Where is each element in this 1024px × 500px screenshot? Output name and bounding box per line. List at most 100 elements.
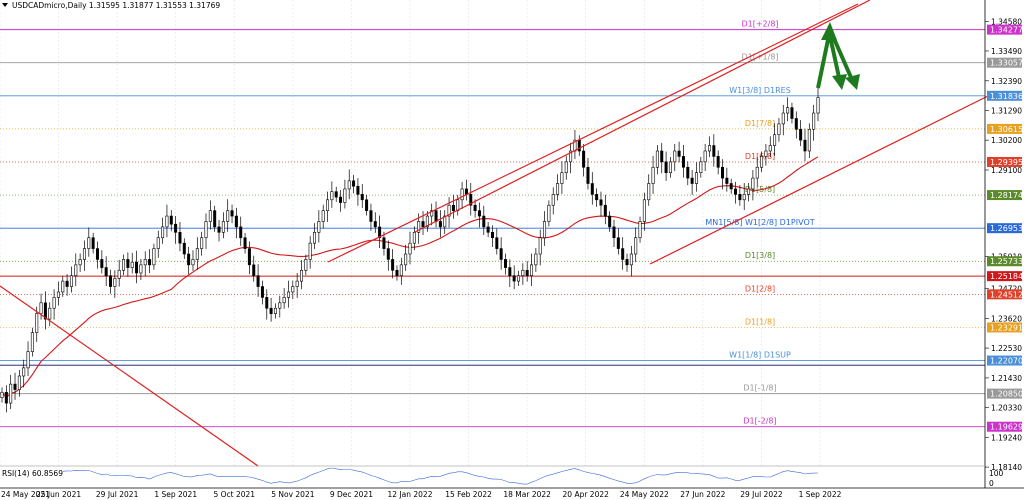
level-tag-text: 1.34277 [990,26,1023,35]
x-tick-label: 15 Feb 2022 [445,490,492,499]
candle-body [0,391,4,398]
x-tick-label: 5 Nov 2021 [271,490,314,499]
candle-body [247,248,251,266]
candle-body [369,210,373,222]
candle-body [260,286,264,298]
candle-body [139,264,143,274]
x-tick-label: 1 Sep 2021 [154,490,197,499]
candle-body [239,226,243,239]
x-tick-label: 12 Jan 2022 [388,490,433,499]
level-tag-bg [987,256,1022,267]
level-tag-bg [987,190,1022,201]
candle-body [109,275,113,287]
level-tag-bg [987,322,1022,333]
candle-body [812,112,816,130]
candle-body [569,150,573,163]
candle-body [252,264,256,276]
rsi-panel: RSI(14) 60.8569 100 0 [0,465,1004,488]
candle-body [547,204,551,222]
projection-down-arrowhead-1 [832,74,847,90]
candle-body [13,383,17,390]
candle-body [499,248,503,260]
y-tick-label: 1.33490 [991,47,1022,56]
candle-body [35,313,39,333]
candle-body [213,210,217,228]
candle-body [113,278,117,287]
candle-body [169,215,173,225]
candle-body [191,259,195,266]
candle-body [304,259,308,271]
candle-body [378,226,382,239]
candle-body [43,302,47,320]
candle-body [161,226,165,239]
x-tick-label: 5 Oct 2021 [213,490,255,499]
candle-body [282,297,286,304]
candle-body [130,261,134,268]
candle-body [30,332,34,352]
candle-body [694,172,698,184]
candle-body [638,221,642,239]
chart-header: USDCADmicro,Daily 1.31595 1.31877 1.3155… [2,1,220,10]
x-tick-label: 1 Sep 2022 [799,490,842,499]
candle-body [577,139,581,152]
level-tag-bg [987,271,1022,282]
level-tag-bg [987,57,1022,68]
level-label: W1[1/8] D1SUP [729,351,791,360]
candle-body [87,237,91,249]
candle-body [460,188,464,201]
candle-body [269,307,273,314]
candle-body [786,107,790,114]
x-tick-label: 29 Jul 2022 [740,490,783,499]
candle-body [530,264,534,276]
projection-down-arrow-1 [828,35,842,83]
level-tag-bg [987,156,1022,167]
x-tick-label: 25 Jun 2021 [36,490,81,499]
candle-body [100,259,104,268]
candle-body [399,264,403,276]
candle-body [451,204,455,211]
candle-body [61,280,65,293]
candle-body [395,269,399,276]
candle-body [790,107,794,119]
candle-body [490,232,494,239]
y-tick-label: 1.21430 [991,374,1022,383]
level-tag-text: 1.25733 [990,257,1023,266]
candle-body [703,150,707,163]
candle-body [69,275,73,287]
candle-body [456,199,460,211]
candle-body [286,291,290,298]
candle-body [421,221,425,228]
candle-body [803,139,807,152]
y-tick-label: 1.29100 [991,166,1022,175]
candle-body [143,259,147,266]
level-tag-text: 1.22070 [990,357,1023,366]
candle-body [352,180,356,187]
candle-body [165,215,169,228]
level-price-tags: 1.34277 1.33057 1.31836 1.30615 1.29395 1.281… [987,24,1023,432]
candle-body [443,215,447,228]
x-tick-label: 27 Jun 2022 [680,490,725,499]
candle-body [747,188,751,195]
y-tick-label: 1.19240 [991,433,1022,442]
candle-body [95,248,99,260]
level-tag-text: 1.25184 [990,272,1023,281]
candle-body [56,291,60,298]
candle-body [486,226,490,233]
y-tick-label: 1.23620 [991,315,1022,324]
candle-body [603,204,607,217]
candle-body [816,97,820,114]
candle-body [768,145,772,152]
level-tag-bg [987,388,1022,399]
candle-body [174,223,178,233]
support-trend-line [649,94,991,265]
candle-body [469,194,473,206]
level-label: D1[+2/8] [741,20,778,29]
candle-body [712,145,716,157]
level-label: D1[7/8] [745,119,775,128]
candle-body [265,297,269,309]
candle-body [447,204,451,217]
candle-body [135,261,139,274]
candle-body [773,134,777,146]
chevron-down-icon[interactable] [2,3,8,7]
